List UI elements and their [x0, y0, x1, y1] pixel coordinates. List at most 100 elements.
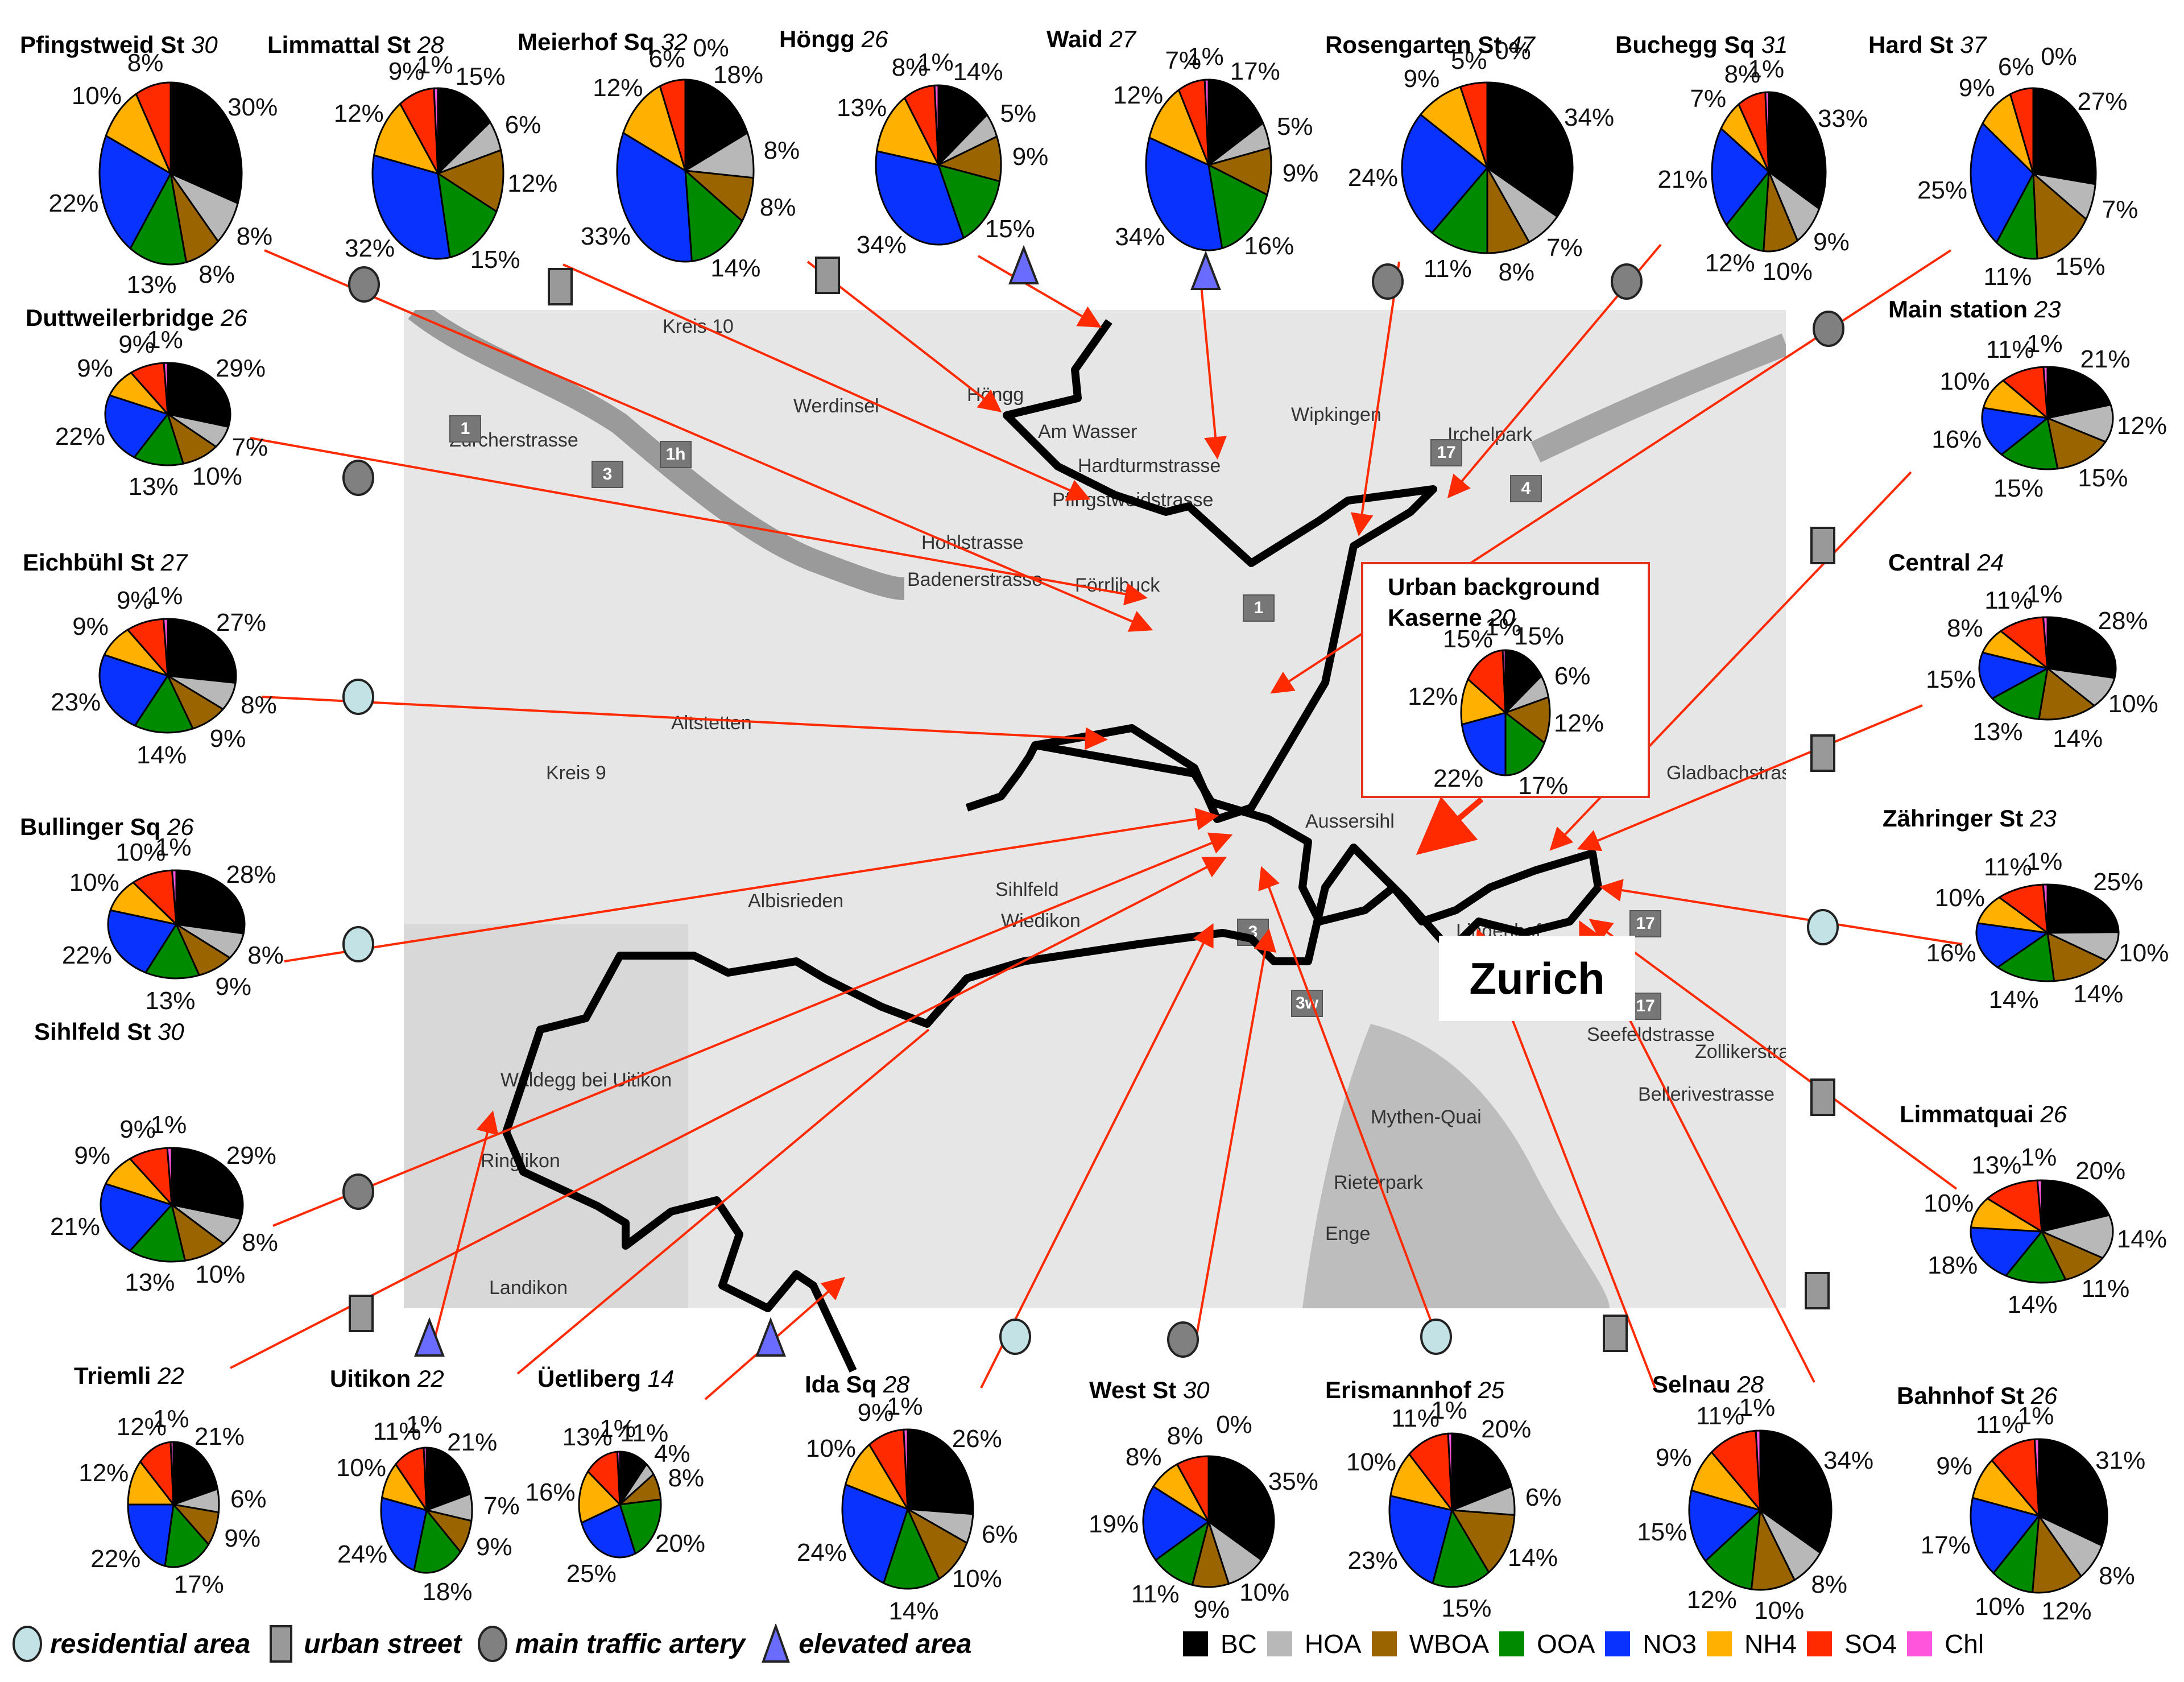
- residential-site-marker: [999, 1319, 1031, 1355]
- pie-percent-label: 1%: [147, 326, 183, 354]
- pie-percent-label: 9%: [215, 972, 252, 1001]
- site-total-value: 26: [167, 813, 194, 840]
- site-name: Eichbühl St: [23, 549, 154, 576]
- pie-slice-ooa: [164, 1502, 210, 1568]
- site-title: Urban background Kaserne 20: [1388, 572, 1600, 633]
- pie-percent-label: 9%: [224, 1524, 260, 1552]
- legend-label: Chl: [1945, 1629, 1984, 1659]
- pie-slice-chl: [1447, 1432, 1453, 1511]
- pie-slice-bc: [1451, 1432, 1513, 1512]
- pie-slice-hoa: [2044, 403, 2114, 443]
- site-total-value: 24: [1977, 549, 2004, 576]
- pie-percent-label: 7%: [2102, 196, 2138, 224]
- road-number-shield: 17: [1629, 910, 1661, 937]
- pie-percent-label: 27%: [2077, 88, 2128, 116]
- pie-percent-label: 8%: [1498, 258, 1535, 286]
- circle-icon: [13, 1626, 42, 1662]
- site-total-value: 47: [1508, 31, 1535, 58]
- pie-slice-nh4: [578, 1470, 622, 1524]
- site-title: Sihlfeld St 30: [34, 1018, 184, 1045]
- pie-percent-label: 18%: [422, 1578, 473, 1606]
- map-place-label: Albisrieden: [748, 890, 844, 912]
- pie-slice-bc: [1207, 1455, 1275, 1561]
- pie-percent-label: 10%: [805, 1435, 856, 1463]
- site-title: Zähringer St 23: [1883, 805, 2057, 832]
- pie-percent-label: 10%: [1939, 367, 1990, 396]
- pie-slice-chl: [171, 869, 177, 925]
- map-place-label: Wipkingen: [1291, 404, 1381, 425]
- pie-slice-ooa: [413, 1508, 462, 1574]
- pie-slice-nh4: [105, 92, 173, 176]
- pie-percent-label: 16%: [1931, 425, 1982, 453]
- pie-slice-wboa: [2046, 931, 2108, 982]
- pie-percent-label: 18%: [1927, 1251, 1978, 1280]
- site-total-value: 28: [883, 1371, 910, 1398]
- site-title: Main station 23: [1888, 296, 2061, 323]
- pie-percent-label: 14%: [136, 741, 187, 769]
- pie-percent-label: 6%: [1554, 662, 1591, 691]
- map-place-label: Aussersihl: [1305, 811, 1395, 832]
- pie-slice-no3: [616, 131, 693, 263]
- pie-slice-bc: [937, 84, 988, 167]
- pie-percent-label: 21%: [2080, 345, 2131, 373]
- pie-percent-label: 9%: [77, 354, 113, 383]
- pie-percent-label: 9%: [209, 724, 246, 753]
- road-number-shield: 1h: [660, 441, 692, 468]
- pie-percent-label: 14%: [1507, 1544, 1558, 1572]
- pie-slice-bc: [169, 81, 243, 205]
- pie-percent-label: 9%: [1403, 65, 1440, 93]
- site-total-value: 26: [861, 26, 888, 52]
- pie-percent-label: 28%: [2098, 607, 2148, 635]
- pie-percent-label: 8%: [242, 1229, 278, 1257]
- pie-percent-label: 4%: [653, 1439, 690, 1468]
- pie-percent-label: 9%: [1012, 142, 1049, 171]
- pie-percent-label: 10%: [1974, 1593, 2025, 1621]
- pie-percent-label: 8%: [247, 941, 284, 970]
- pie-percent-label: 9%: [1655, 1444, 1692, 1472]
- pie-percent-label: 9%: [1282, 159, 1319, 187]
- legend-label: NH4: [1744, 1629, 1797, 1659]
- pie-slice-no3: [1970, 1497, 2041, 1574]
- pie-percent-label: 17%: [173, 1571, 224, 1599]
- pie-percent-label: 22%: [61, 941, 112, 970]
- pie-percent-label: 12%: [593, 74, 643, 102]
- pie-slice-nh4: [1148, 88, 1210, 167]
- pie-slice-no3: [1688, 1489, 1762, 1563]
- map-place-label: Kreis 9: [546, 762, 606, 784]
- legend-swatch-so4: [1807, 1631, 1833, 1656]
- site-name: Limmattal St: [267, 31, 411, 58]
- pie-percent-label: 25%: [1917, 176, 1968, 204]
- pie-slice-nh4: [373, 102, 440, 175]
- site-name: Bullinger Sq: [20, 813, 161, 840]
- pie-percent-label: 17%: [1920, 1531, 1971, 1559]
- pie-slice-chl: [1502, 649, 1507, 713]
- pie-slice-chl: [2036, 1179, 2043, 1232]
- pie-percent-label: 1%: [153, 1405, 189, 1433]
- pie-percent-label: 13%: [145, 986, 196, 1015]
- legend-swatch-ooa: [1499, 1631, 1525, 1656]
- map-place-label: Gladbachstrasse: [1666, 762, 1786, 784]
- pie-percent-label: 11%: [2081, 1274, 2130, 1303]
- pie-percent-label: 15%: [985, 215, 1035, 243]
- site-title: Waid 27: [1046, 26, 1136, 53]
- map-place-label: Am Wasser: [1038, 421, 1138, 443]
- site-name: Selnau: [1652, 1371, 1731, 1398]
- pie-slice-ooa: [133, 412, 185, 466]
- pie-percent-label: 15%: [1993, 474, 2044, 502]
- pie-slice-bc: [167, 618, 237, 684]
- pie-percent-label: 8%: [759, 193, 796, 222]
- pie-slice-bc: [684, 78, 748, 172]
- site-total-value: 27: [160, 549, 188, 576]
- pie-percent-label: 1%: [2017, 1402, 2054, 1431]
- pie-percent-label: 12%: [1408, 682, 1458, 710]
- pie-percent-label: 8%: [236, 222, 273, 250]
- pie-percent-label: 15%: [1637, 1518, 1687, 1547]
- pie-percent-label: 34%: [856, 231, 907, 259]
- site-title: Uitikon 22: [330, 1365, 444, 1392]
- traffic-artery-site-marker: [342, 460, 374, 496]
- pie-percent-label: 14%: [888, 1597, 939, 1625]
- legend-swatch-no3: [1605, 1631, 1631, 1656]
- pie-slice-bc: [907, 1428, 974, 1515]
- pie-percent-label: 11%: [1391, 1404, 1440, 1433]
- pie-percent-label: 7%: [231, 433, 268, 462]
